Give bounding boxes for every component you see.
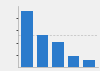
Bar xyxy=(68,56,79,67)
Bar xyxy=(52,42,64,67)
Bar xyxy=(37,35,48,67)
Bar xyxy=(83,60,94,67)
Bar xyxy=(22,12,33,67)
